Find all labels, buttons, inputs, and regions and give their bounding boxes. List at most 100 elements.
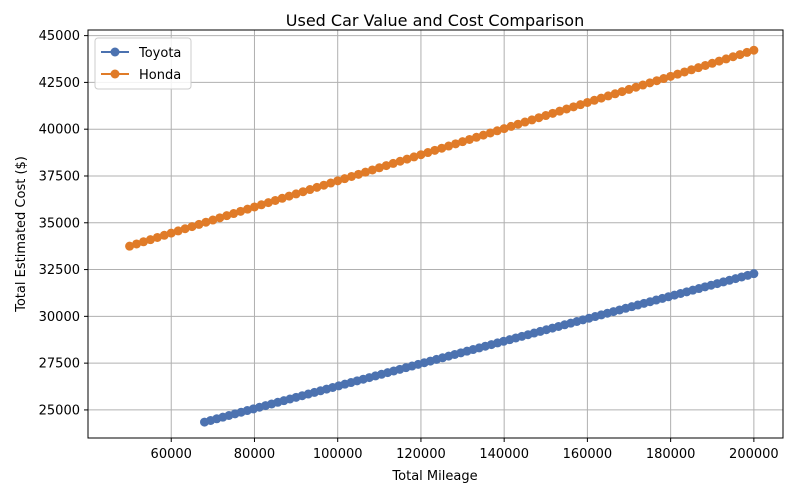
data-point (492, 126, 502, 136)
y-axis-title: Total Estimated Cost ($) (14, 156, 29, 313)
data-point (291, 189, 301, 199)
data-point (575, 100, 585, 110)
data-point (659, 74, 669, 84)
x-tick-label: 160000 (563, 447, 613, 462)
data-point (166, 228, 176, 238)
data-point (513, 119, 523, 129)
data-point (631, 82, 641, 92)
data-point (367, 165, 377, 175)
data-point (589, 95, 599, 105)
data-point (527, 115, 537, 125)
y-tick-label: 32500 (39, 263, 80, 278)
data-point (742, 47, 752, 57)
data-point (562, 104, 572, 114)
data-point (596, 93, 606, 103)
data-point (305, 185, 315, 195)
data-point (700, 60, 710, 70)
data-point (256, 200, 266, 210)
data-point (243, 204, 253, 214)
data-point (451, 139, 461, 149)
data-point (159, 230, 169, 240)
data-point (333, 176, 343, 186)
data-point (548, 108, 558, 118)
data-point (138, 237, 148, 247)
y-tick-label: 40000 (39, 123, 80, 138)
data-point (277, 193, 287, 203)
legend-marker-toyota (110, 47, 120, 57)
data-point (638, 80, 648, 90)
y-tick-label: 25000 (39, 403, 80, 418)
data-point (180, 224, 190, 234)
data-point (409, 152, 419, 162)
data-point (693, 63, 703, 73)
data-point (624, 84, 634, 94)
y-tick-label: 30000 (39, 310, 80, 325)
x-tick-label: 120000 (396, 447, 446, 462)
data-point (388, 158, 398, 168)
data-point (478, 130, 488, 140)
data-point (485, 128, 495, 138)
data-point (263, 198, 273, 208)
data-point (284, 191, 294, 201)
y-tick-label: 45000 (39, 29, 80, 44)
y-tick-label: 42500 (39, 76, 80, 91)
data-point (721, 54, 731, 64)
data-point (312, 182, 322, 192)
x-tick-label: 60000 (151, 447, 192, 462)
series-toyota (200, 269, 759, 427)
data-point (680, 67, 690, 77)
data-point (187, 222, 197, 232)
data-point (471, 132, 481, 142)
data-point (569, 102, 579, 112)
x-axis-title: Total Mileage (391, 469, 477, 484)
data-point (707, 58, 717, 68)
data-point (458, 137, 468, 147)
data-point (423, 148, 433, 158)
data-point (749, 269, 759, 279)
data-point (534, 113, 544, 123)
data-point (437, 143, 447, 153)
data-point (340, 174, 350, 184)
data-point (347, 171, 357, 181)
data-point (201, 217, 211, 227)
y-axis: 25000 27500 30000 32500 35000 37500 40000 42500… (39, 29, 88, 418)
legend-label-toyota: Toyota (138, 46, 181, 61)
data-point (686, 65, 696, 75)
data-point (617, 87, 627, 97)
x-tick-label: 200000 (729, 447, 779, 462)
data-point (326, 178, 336, 188)
y-tick-label: 35000 (39, 216, 80, 231)
x-tick-label: 100000 (313, 447, 363, 462)
data-point (582, 97, 592, 107)
data-point (735, 50, 745, 60)
data-point (728, 52, 738, 62)
data-point (541, 111, 551, 121)
y-tick-label: 27500 (39, 357, 80, 372)
plot-area-frame (87, 29, 784, 439)
data-point (125, 241, 135, 251)
x-axis: 60000 80000 100000 120000 140000 160000 180000… (151, 438, 779, 462)
data-point (152, 232, 162, 242)
data-point (464, 134, 474, 144)
data-point (666, 71, 676, 81)
data-point (395, 156, 405, 166)
x-tick-label: 140000 (479, 447, 529, 462)
data-point (603, 91, 613, 101)
series-honda (125, 45, 759, 251)
y-tick-label: 37500 (39, 169, 80, 184)
data-point (270, 195, 280, 205)
data-point (645, 78, 655, 88)
data-point (714, 56, 724, 66)
data-point (208, 215, 218, 225)
data-point (416, 150, 426, 160)
data-point (194, 219, 204, 229)
data-point (381, 161, 391, 171)
data-point (319, 180, 329, 190)
data-point (402, 154, 412, 164)
data-point (749, 45, 759, 55)
data-point (652, 76, 662, 86)
data-point (444, 141, 454, 151)
data-point (555, 106, 565, 116)
data-point (132, 239, 142, 249)
